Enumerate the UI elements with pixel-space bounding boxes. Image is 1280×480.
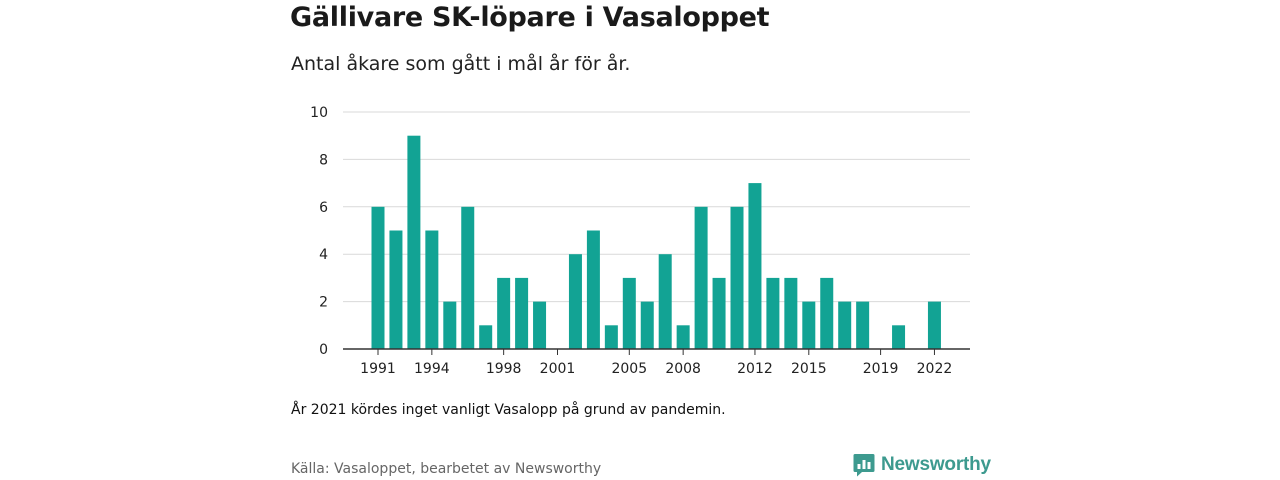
y-tick-label: 6	[319, 200, 328, 216]
bar-2007	[658, 254, 672, 349]
chart-footnote: År 2021 kördes inget vanligt Vasalopp på…	[291, 402, 726, 418]
x-tick-label: 2005	[611, 361, 647, 377]
bar-1997	[479, 325, 493, 349]
x-tick-label: 2008	[665, 361, 701, 377]
bar-1994	[425, 230, 439, 349]
bar-1998	[497, 277, 511, 349]
bar-2000	[533, 301, 547, 349]
x-tick-label: 1994	[414, 361, 450, 377]
x-tick-label: 2015	[791, 361, 827, 377]
bar-2002	[568, 254, 582, 349]
chart-subtitle: Antal åkare som gått i mål år för år.	[291, 53, 631, 75]
bar-1993	[407, 135, 421, 349]
y-tick-label: 2	[319, 295, 328, 311]
bar-chart: 0 2 4 6 8 10 1991 1994 1998 2001 2005 2008 2012 2015…	[310, 105, 970, 377]
bar-2011	[730, 206, 744, 349]
y-tick-label: 0	[319, 342, 328, 358]
bar-2020	[892, 325, 906, 349]
x-tick-label: 2012	[737, 361, 773, 377]
x-tick-label: 1991	[360, 361, 396, 377]
bar-1995	[443, 301, 457, 349]
brand-name: Newsworthy	[881, 454, 991, 475]
bar-1996	[461, 206, 475, 349]
x-tick-label: 1998	[486, 361, 522, 377]
bars	[371, 135, 941, 349]
bar-2022	[927, 301, 941, 349]
source-credit: Källa: Vasaloppet, bearbetet av Newswort…	[291, 461, 602, 477]
bar-2015	[802, 301, 816, 349]
bar-2009	[694, 206, 708, 349]
bar-1991	[371, 206, 385, 349]
chart-title: Gällivare SK-löpare i Vasaloppet	[290, 2, 770, 33]
y-tick-label: 8	[319, 152, 328, 168]
bar-2008	[676, 325, 690, 349]
x-tick-label: 2022	[917, 361, 953, 377]
bar-2003	[586, 230, 600, 349]
bar-1999	[515, 277, 529, 349]
bar-2013	[766, 277, 780, 349]
x-tick-label: 2019	[863, 361, 899, 377]
x-tick-label: 2001	[540, 361, 576, 377]
bar-2005	[622, 277, 636, 349]
y-tick-label: 4	[319, 247, 328, 263]
bar-2004	[604, 325, 618, 349]
bar-2017	[838, 301, 852, 349]
bar-2010	[712, 277, 726, 349]
bar-2012	[748, 183, 762, 349]
bar-2016	[820, 277, 834, 349]
bar-2006	[640, 301, 654, 349]
bar-1992	[389, 230, 403, 349]
bar-chart-speech-bubble-icon	[853, 454, 875, 477]
x-axis-ticks: 1991 1994 1998 2001 2005 2008 2012 2015 2019 2022	[360, 349, 952, 377]
bar-2018	[856, 301, 870, 349]
brand-logo[interactable]: Newsworthy	[853, 453, 991, 477]
y-axis-labels: 0 2 4 6 8 10	[310, 105, 328, 358]
y-tick-label: 10	[310, 105, 328, 121]
bar-2014	[784, 277, 798, 349]
